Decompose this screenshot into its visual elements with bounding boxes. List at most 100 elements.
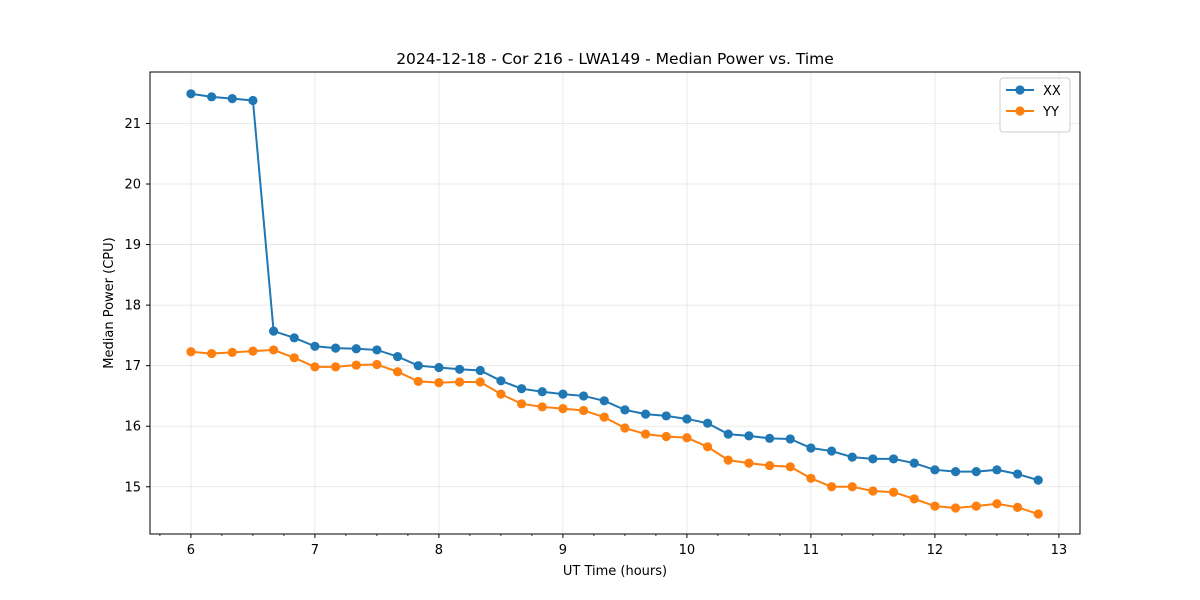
- data-point-xx: [558, 389, 568, 399]
- x-tick-label: 13: [1051, 543, 1068, 558]
- data-point-yy: [310, 362, 320, 372]
- data-point-yy: [744, 458, 754, 468]
- data-point-yy: [454, 377, 465, 387]
- axes: 6 7 8 9 10 11 12 13 15 16 17 18 19 20 21: [124, 117, 1067, 558]
- chart-title: 2024-12-18 - Cor 216 - LWA149 - Median P…: [396, 50, 834, 68]
- legend-marker: [1015, 106, 1025, 116]
- x-tick-label: 8: [435, 543, 443, 558]
- y-tick-label: 16: [124, 420, 141, 435]
- data-point-yy: [351, 360, 361, 370]
- data-point-xx: [868, 454, 878, 464]
- series-line-yy: [190, 348, 1039, 515]
- data-point-yy: [682, 433, 692, 443]
- y-tick-label: 17: [124, 359, 141, 374]
- data-point-xx: [888, 454, 899, 464]
- data-point-yy: [434, 378, 444, 388]
- data-point-xx: [971, 467, 981, 477]
- data-point-yy: [868, 486, 878, 496]
- data-point-xx: [702, 418, 713, 428]
- data-point-yy: [826, 482, 837, 492]
- x-tick-label: 6: [187, 543, 195, 558]
- data-point-xx: [392, 351, 403, 362]
- y-tick-label: 18: [124, 299, 141, 314]
- data-point-xx: [806, 443, 816, 453]
- data-point-yy: [413, 376, 423, 387]
- data-point-xx: [1033, 475, 1043, 485]
- data-point-xx: [475, 365, 485, 376]
- data-point-xx: [620, 405, 630, 415]
- data-point-xx: [909, 458, 919, 468]
- data-point-yy: [847, 482, 857, 492]
- y-tick-label: 20: [124, 178, 141, 193]
- data-point-xx: [682, 414, 692, 424]
- grid-lines: [150, 72, 1080, 534]
- data-point-xx: [930, 465, 940, 475]
- legend-marker: [1015, 85, 1025, 95]
- data-point-yy: [475, 377, 485, 387]
- data-point-yy: [661, 431, 671, 442]
- data-point-xx: [992, 465, 1002, 475]
- data-point-yy: [723, 455, 733, 465]
- x-tick-label: 10: [679, 543, 696, 558]
- x-axis-label: UT Time (hours): [563, 564, 667, 579]
- data-point-xx: [289, 333, 299, 343]
- legend-item-yy: YY: [1006, 105, 1059, 120]
- data-point-xx: [330, 343, 341, 353]
- data-point-xx: [310, 341, 320, 351]
- data-point-yy: [268, 345, 279, 355]
- data-point-yy: [330, 362, 341, 372]
- data-point-yy: [909, 494, 919, 504]
- data-point-yy: [992, 499, 1002, 509]
- data-point-yy: [1033, 509, 1043, 519]
- x-tick-label: 12: [927, 543, 944, 558]
- plot-area-frame: [149, 71, 1081, 535]
- data-point-yy: [496, 389, 506, 399]
- y-tick-label: 15: [124, 480, 141, 495]
- data-point-xx: [434, 362, 444, 373]
- data-point-xx: [785, 434, 795, 444]
- series-xx: [186, 89, 1043, 485]
- data-point-xx: [268, 326, 279, 336]
- data-point-yy: [888, 487, 899, 497]
- data-point-xx: [206, 92, 217, 102]
- data-point-yy: [1012, 502, 1023, 512]
- data-point-xx: [1012, 469, 1023, 479]
- data-point-yy: [186, 347, 196, 357]
- data-point-xx: [496, 376, 506, 386]
- y-tick-label: 19: [124, 238, 141, 253]
- data-point-xx: [661, 411, 671, 421]
- data-point-xx: [950, 467, 961, 477]
- data-point-xx: [599, 396, 609, 406]
- legend-item-xx: XX: [1006, 84, 1061, 99]
- data-point-yy: [599, 412, 609, 422]
- data-point-xx: [351, 344, 361, 354]
- data-point-xx: [413, 361, 423, 371]
- data-point-yy: [248, 346, 258, 356]
- data-point-xx: [723, 429, 733, 439]
- legend-label: XX: [1043, 84, 1061, 99]
- data-point-yy: [620, 423, 630, 433]
- data-point-xx: [516, 384, 527, 394]
- data-point-yy: [558, 404, 568, 414]
- data-point-yy: [640, 429, 651, 439]
- data-series: [186, 89, 1043, 519]
- data-point-yy: [578, 405, 589, 416]
- data-point-yy: [785, 462, 795, 472]
- data-point-xx: [578, 391, 589, 401]
- data-point-yy: [702, 442, 713, 452]
- data-point-xx: [537, 387, 547, 397]
- x-tick-label: 11: [803, 543, 820, 558]
- data-point-xx: [248, 95, 258, 106]
- data-point-xx: [640, 409, 651, 419]
- data-point-yy: [537, 402, 547, 412]
- y-tick-label: 21: [124, 117, 141, 132]
- data-point-yy: [372, 359, 382, 370]
- data-point-yy: [971, 501, 981, 511]
- legend-label: YY: [1042, 105, 1059, 120]
- data-point-xx: [744, 431, 754, 441]
- data-point-xx: [186, 89, 196, 99]
- data-point-yy: [950, 503, 961, 513]
- data-point-xx: [372, 345, 382, 355]
- data-point-yy: [227, 347, 237, 357]
